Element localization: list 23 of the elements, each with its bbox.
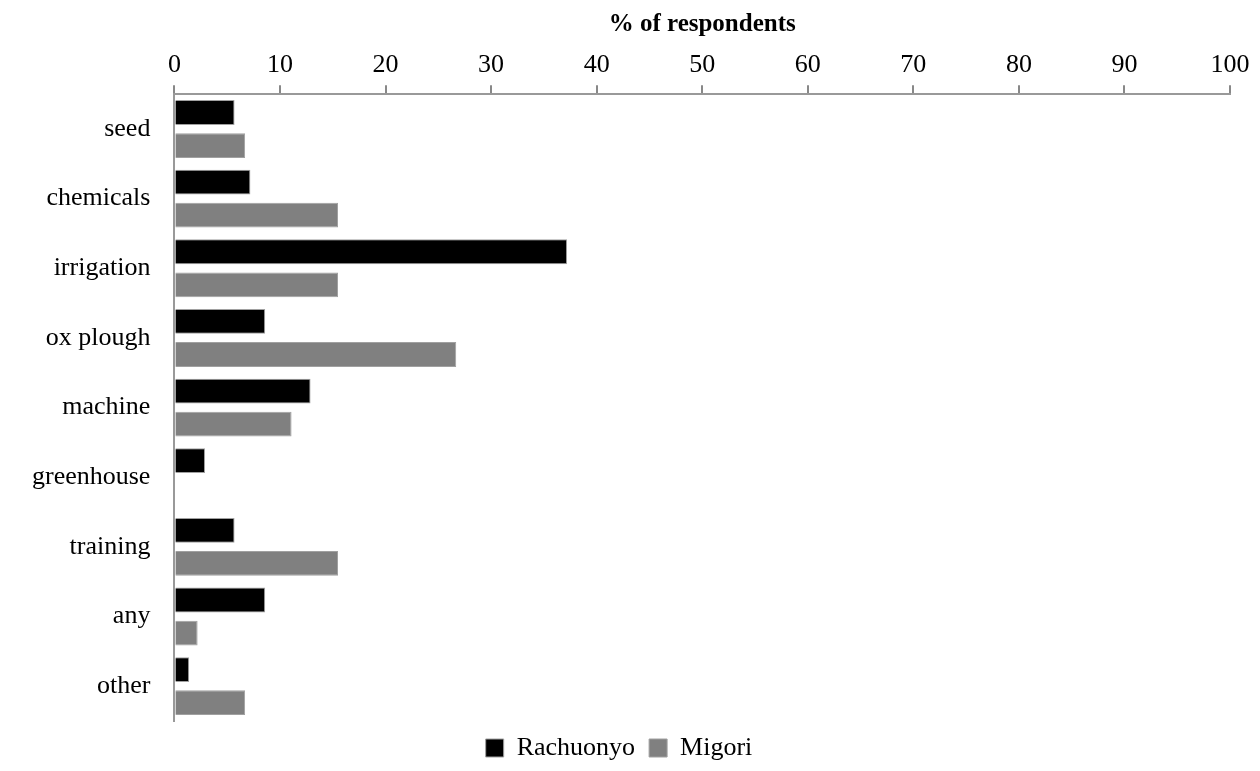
x-tick-label: 50 [689, 49, 716, 79]
y-tick-label: chemicals [46, 182, 151, 212]
y-tick-label: ox plough [45, 321, 151, 351]
y-tick-label: any [112, 600, 151, 630]
y-tick-label: irrigation [53, 252, 151, 282]
x-tick-label: 30 [478, 49, 505, 79]
x-tick-label: 0 [167, 49, 181, 79]
x-tick-label: 70 [900, 49, 927, 79]
x-axis-title: % of respondents [608, 9, 796, 37]
x-tick-label: 100 [1210, 49, 1250, 79]
x-tick-label: 20 [372, 49, 399, 79]
y-tick-label: greenhouse [31, 461, 151, 491]
y-tick-label: machine [62, 391, 151, 421]
legend-label: Migori [680, 731, 753, 761]
legend-label: Rachuonyo [516, 731, 636, 761]
x-tick-label: 10 [266, 49, 293, 79]
y-tick-label: seed [104, 112, 151, 142]
x-tick-label: 90 [1111, 49, 1138, 79]
y-tick-label: other [96, 670, 151, 700]
x-tick-label: 80 [1005, 49, 1032, 79]
x-tick-label: 60 [794, 49, 821, 79]
x-tick-label: 40 [583, 49, 610, 79]
y-tick-label: training [69, 530, 151, 560]
